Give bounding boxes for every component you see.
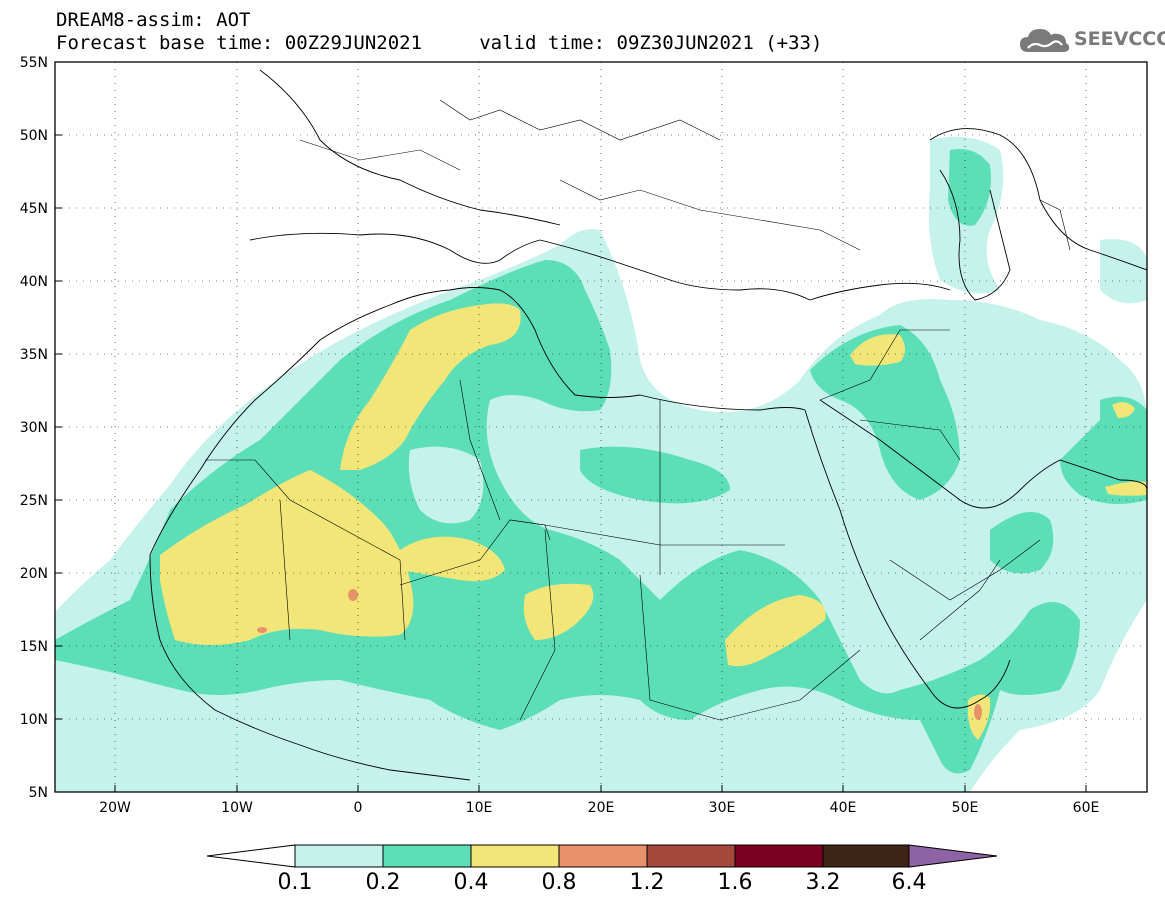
- colorbar-label: 1.6: [717, 870, 753, 895]
- colorbar-segment: [206, 844, 296, 868]
- lat-label: 40N: [20, 274, 48, 290]
- colorbar-segment: [294, 844, 384, 868]
- colorbar-label: 0.1: [277, 870, 313, 895]
- colorbar-label: 1.2: [629, 870, 665, 895]
- colorbar-label: 0.8: [541, 870, 577, 895]
- colorbar-label: 3.2: [805, 870, 841, 895]
- latitude-labels: 5N 10N 15N 20N 25N 30N 35N 40N 45N 50N 5…: [20, 55, 48, 801]
- lon-label: 10W: [221, 800, 253, 816]
- lon-label: 20E: [588, 800, 615, 816]
- colorbar-segment: [558, 844, 648, 868]
- lat-label: 10N: [20, 712, 48, 728]
- lat-label: 35N: [20, 347, 48, 363]
- lon-label: 10E: [466, 800, 493, 816]
- map-title: DREAM8-assim: AOT: [56, 9, 251, 31]
- lat-label: 25N: [20, 493, 48, 509]
- colorbar-segment: [822, 844, 910, 868]
- axis-ticks: [55, 61, 1087, 793]
- colorbar-segment: [646, 844, 736, 868]
- aot-fields: [55, 136, 1147, 792]
- lon-label: 50E: [952, 800, 979, 816]
- colorbar-segment: [908, 844, 998, 868]
- lat-label: 50N: [20, 128, 48, 144]
- aot-level-0.8: [257, 589, 982, 720]
- colorbar: [206, 844, 998, 868]
- seevccc-logo: SEEVCCC: [1018, 24, 1165, 56]
- country-borders: [205, 99, 1071, 721]
- grid-lines: [55, 62, 1147, 792]
- lon-label: 20W: [99, 800, 131, 816]
- lat-label: 15N: [20, 639, 48, 655]
- coastlines: [149, 69, 1147, 781]
- logo-text: SEEVCCC: [1074, 28, 1165, 50]
- lon-label: 60E: [1073, 800, 1100, 816]
- lon-label: 30E: [709, 800, 736, 816]
- aot-level-0.4: [160, 303, 1147, 740]
- longitude-labels: 20W 10W 0 10E 20E 30E 40E 50E 60E: [99, 800, 1099, 816]
- lon-label: 40E: [830, 800, 857, 816]
- lat-label: 45N: [20, 201, 48, 217]
- colorbar-segment: [382, 844, 472, 868]
- lat-label: 30N: [20, 420, 48, 436]
- cloud-logo-icon: [1020, 29, 1070, 52]
- lon-label: 0: [354, 800, 363, 816]
- colorbar-label: 0.2: [365, 870, 401, 895]
- colorbar-segment: [470, 844, 560, 868]
- forecast-time-subtitle: Forecast base time: 00Z29JUN2021 valid t…: [56, 32, 823, 54]
- colorbar-label: 0.4: [453, 870, 489, 895]
- lat-label: 20N: [20, 566, 48, 582]
- lat-label: 55N: [20, 55, 48, 71]
- lat-label: 5N: [29, 785, 48, 801]
- colorbar-segment: [734, 844, 824, 868]
- aot-level-0.2: [55, 149, 1147, 774]
- colorbar-label: 6.4: [891, 870, 927, 895]
